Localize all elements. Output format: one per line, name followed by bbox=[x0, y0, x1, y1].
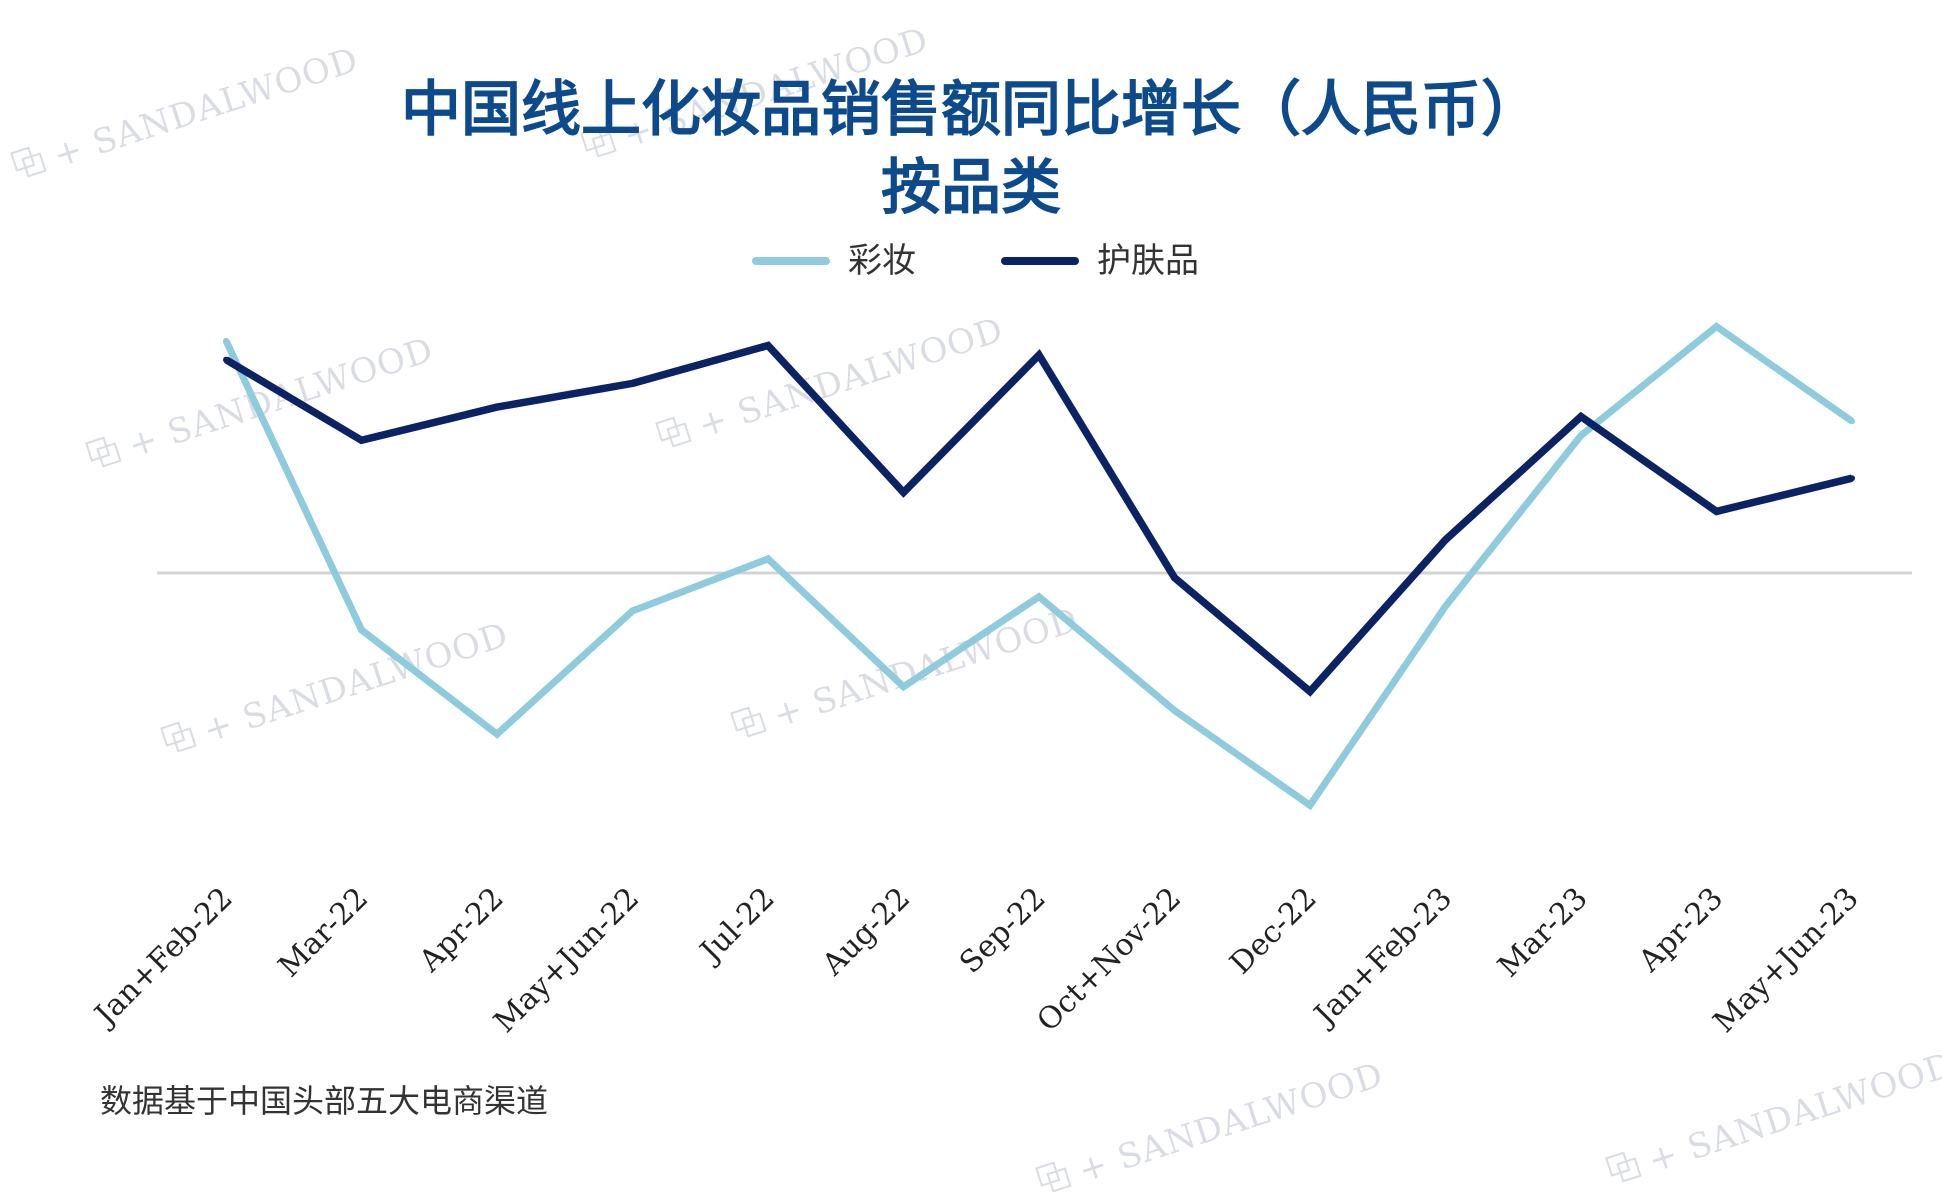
x-tick-label: Dec-22 bbox=[1223, 881, 1323, 981]
x-tick-label: Jan+Feb-23 bbox=[1306, 881, 1459, 1034]
data-point-color-cosmetics-7 bbox=[1171, 707, 1178, 714]
x-tick-label: Oct+Nov-22 bbox=[1030, 881, 1188, 1039]
data-point-skincare-3 bbox=[629, 380, 636, 387]
x-tick-label: Mar-23 bbox=[1491, 881, 1594, 984]
data-point-skincare-9 bbox=[1442, 536, 1449, 543]
watermark: + SANDALWOOD bbox=[1035, 1055, 1389, 1193]
legend: 彩妆 护肤品 bbox=[752, 241, 1199, 281]
data-point-skincare-2 bbox=[494, 404, 500, 411]
sandalwood-logo-icon bbox=[580, 126, 617, 158]
watermark-text: + SANDALWOOD bbox=[1643, 1045, 1942, 1181]
data-point-color-cosmetics-6 bbox=[1036, 593, 1042, 600]
data-point-color-cosmetics-11 bbox=[1713, 323, 1720, 330]
sandalwood-logo-icon bbox=[730, 706, 767, 738]
data-point-color-cosmetics-10 bbox=[1578, 432, 1584, 439]
data-point-color-cosmetics-0 bbox=[223, 337, 229, 344]
legend-label-color-cosmetics: 彩妆 bbox=[848, 241, 916, 281]
x-tick-label: Apr-23 bbox=[1631, 881, 1730, 980]
data-point-color-cosmetics-12 bbox=[1849, 418, 1855, 425]
data-point-skincare-1 bbox=[358, 437, 365, 444]
watermark: + SANDALWOOD bbox=[1605, 1045, 1942, 1183]
watermark-text: + SANDALWOOD bbox=[123, 330, 438, 466]
x-tick-label: Apr-22 bbox=[412, 881, 511, 980]
sandalwood-logo-icon bbox=[85, 436, 122, 468]
data-point-skincare-7 bbox=[1171, 574, 1178, 581]
watermark-text: + SANDALWOOD bbox=[198, 615, 513, 751]
data-point-color-cosmetics-4 bbox=[765, 555, 771, 562]
data-point-color-cosmetics-8 bbox=[1307, 802, 1313, 809]
data-point-color-cosmetics-1 bbox=[358, 626, 365, 633]
data-point-skincare-11 bbox=[1713, 508, 1720, 515]
data-point-color-cosmetics-3 bbox=[629, 607, 636, 614]
data-point-skincare-4 bbox=[765, 342, 771, 349]
data-point-skincare-6 bbox=[1036, 352, 1042, 358]
legend-label-skincare: 护肤品 bbox=[1097, 241, 1199, 281]
data-point-skincare-12 bbox=[1849, 475, 1855, 482]
data-point-color-cosmetics-2 bbox=[494, 731, 500, 738]
footnote: 数据基于中国头部五大电商渠道 bbox=[100, 1082, 548, 1120]
chart-title-line-1: 中国线上化妆品销售额同比增长（人民币） bbox=[401, 75, 1541, 145]
chart-title-line-2: 按品类 bbox=[881, 153, 1061, 223]
series-line-color-cosmetics bbox=[222, 322, 1855, 811]
data-point-skincare-8 bbox=[1307, 688, 1313, 695]
watermark: + SANDALWOOD bbox=[730, 600, 1084, 738]
data-point-skincare-0 bbox=[223, 356, 229, 363]
x-tick-label: May+Jun-22 bbox=[487, 881, 646, 1040]
watermark: + SANDALWOOD bbox=[160, 615, 514, 753]
data-point-color-cosmetics-9 bbox=[1442, 603, 1449, 610]
sandalwood-logo-icon bbox=[655, 416, 692, 448]
watermark-text: + SANDALWOOD bbox=[48, 40, 363, 176]
watermark: + SANDALWOOD bbox=[85, 330, 439, 468]
x-tick-label: Mar-22 bbox=[272, 881, 375, 984]
sandalwood-logo-icon bbox=[10, 146, 47, 178]
data-point-skincare-10 bbox=[1578, 413, 1584, 420]
watermark: + SANDALWOOD bbox=[10, 40, 364, 178]
sandalwood-logo-icon bbox=[160, 721, 197, 753]
x-tick-label: Jul-22 bbox=[692, 881, 782, 971]
x-tick-label: May+Jun-23 bbox=[1707, 881, 1866, 1040]
watermark-text: + SANDALWOOD bbox=[693, 310, 1008, 446]
watermark-text: + SANDALWOOD bbox=[1073, 1055, 1388, 1191]
sandalwood-logo-icon bbox=[1605, 1151, 1642, 1183]
x-tick-label: Sep-22 bbox=[953, 881, 1053, 981]
x-tick-label: Aug-22 bbox=[815, 881, 917, 983]
sandalwood-logo-icon bbox=[1035, 1161, 1072, 1193]
series-layer bbox=[222, 322, 1855, 811]
x-tick-label: Jan+Feb-22 bbox=[86, 881, 239, 1034]
data-point-skincare-5 bbox=[900, 489, 907, 496]
data-point-color-cosmetics-5 bbox=[900, 683, 907, 690]
